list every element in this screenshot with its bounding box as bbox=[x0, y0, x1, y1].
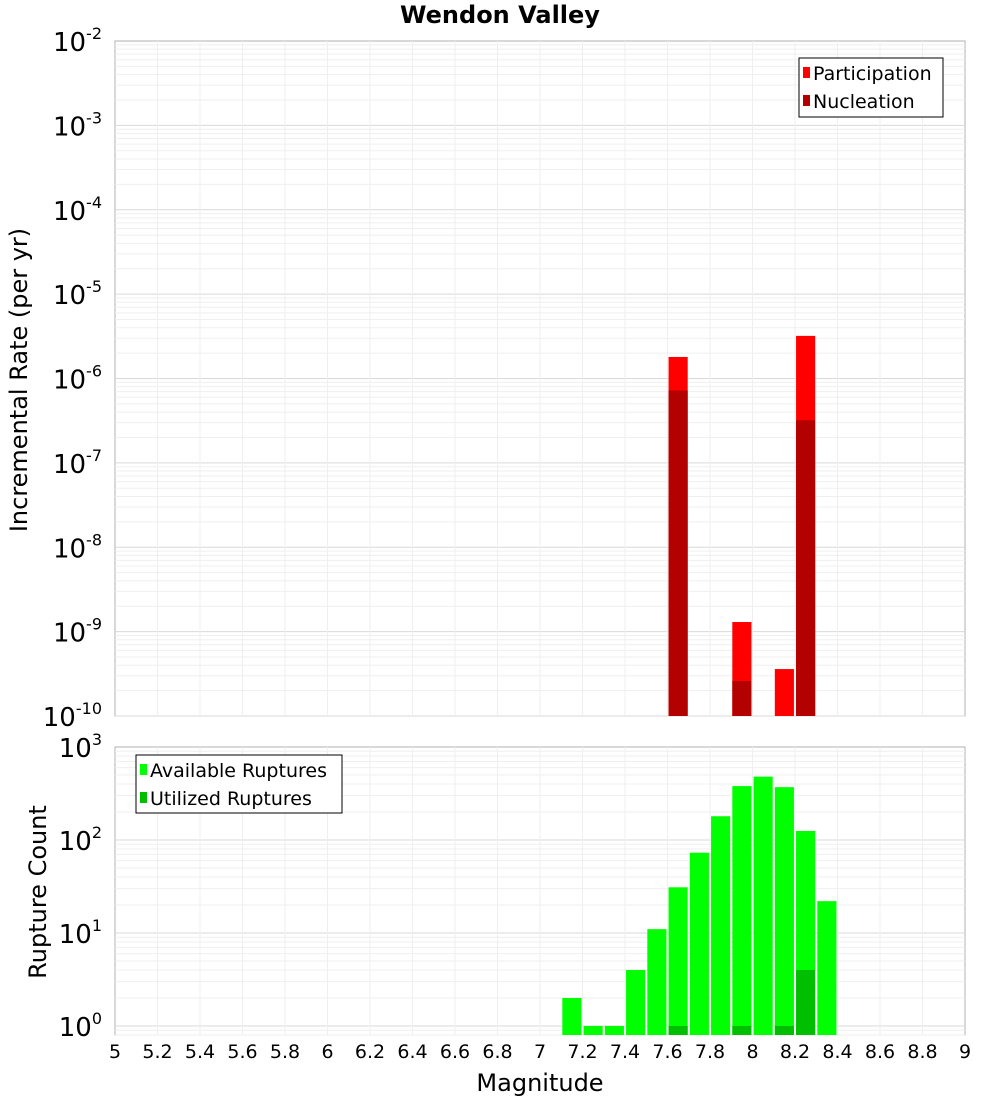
chart-title: Wendon Valley bbox=[400, 1, 600, 29]
x-tick-label: 6.8 bbox=[482, 1041, 512, 1063]
top-y-axis-label: Incremental Rate (per yr) bbox=[5, 228, 33, 532]
bot-bar-available-ruptures bbox=[562, 997, 582, 1035]
legend-swatch-utilized bbox=[140, 792, 147, 803]
top-bar-nucleation bbox=[732, 680, 752, 716]
x-tick-label: 7.8 bbox=[695, 1041, 725, 1063]
x-tick-label: 7.4 bbox=[610, 1041, 640, 1063]
bottom-y-tick-labels: 103 102 101 100 bbox=[59, 730, 102, 1043]
legend-swatch-available bbox=[140, 764, 147, 775]
bottom-panel: 103 102 101 100 5 5.2 5.4 5.6 5.8 6 6.2 6.4 6.6 6.8 7… bbox=[24, 730, 971, 1097]
bot-bar-available-ruptures bbox=[626, 969, 646, 1035]
top-y-tick-label: 10-7 bbox=[53, 446, 102, 480]
top-bars bbox=[668, 335, 816, 716]
bot-bar-available-ruptures bbox=[604, 1025, 624, 1035]
bot-bar-available-ruptures bbox=[583, 1025, 603, 1035]
bot-bar-available-ruptures bbox=[668, 887, 688, 1035]
bot-bar-available-ruptures bbox=[711, 816, 731, 1035]
bot-y-tick-label: 101 bbox=[59, 916, 102, 950]
bot-bar-utilized-ruptures bbox=[732, 1025, 752, 1035]
top-y-tick-label: 10-8 bbox=[53, 530, 102, 564]
x-tick-label: 5.4 bbox=[185, 1041, 215, 1063]
bot-y-tick-label: 100 bbox=[59, 1009, 102, 1043]
top-panel: 10-2 10-3 10-4 10-5 10-6 10-7 10-8 10-9 10-10 In… bbox=[5, 24, 966, 733]
top-y-tick-label: 10-10 bbox=[43, 699, 102, 733]
x-tick-label: 6.4 bbox=[397, 1041, 427, 1063]
x-tick-label: 5.8 bbox=[270, 1041, 300, 1063]
x-tick-label: 8.2 bbox=[780, 1041, 810, 1063]
top-y-tick-label: 10-5 bbox=[53, 277, 102, 311]
legend-label-participation: Participation bbox=[813, 63, 932, 85]
bot-bar-utilized-ruptures bbox=[796, 969, 816, 1035]
top-bar-nucleation bbox=[796, 420, 816, 716]
top-y-tick-label: 10-2 bbox=[53, 24, 102, 58]
x-tick-label: 9 bbox=[959, 1041, 971, 1063]
bot-bar-available-ruptures bbox=[817, 901, 837, 1035]
x-tick-label: 5.6 bbox=[227, 1041, 257, 1063]
x-tick-label: 8.4 bbox=[822, 1041, 852, 1063]
x-tick-labels: 5 5.2 5.4 5.6 5.8 6 6.2 6.4 6.6 6.8 7 7.2 7.4 7.6 7.8 8… bbox=[109, 1041, 971, 1063]
bot-y-tick-label: 103 bbox=[59, 730, 102, 764]
bot-bar-utilized-ruptures bbox=[774, 1025, 794, 1035]
x-tick-label: 8.8 bbox=[907, 1041, 937, 1063]
x-tick-label: 7.6 bbox=[652, 1041, 682, 1063]
legend-label-utilized: Utilized Ruptures bbox=[150, 788, 312, 810]
bot-bar-available-ruptures bbox=[647, 929, 667, 1035]
top-y-tick-label: 10-9 bbox=[53, 615, 102, 649]
x-tick-label: 8.6 bbox=[865, 1041, 895, 1063]
bot-bar-utilized-ruptures bbox=[668, 1025, 688, 1035]
legend-swatch-nucleation bbox=[803, 95, 810, 106]
top-bar-participation bbox=[774, 669, 794, 716]
legend-swatch-participation bbox=[803, 67, 810, 78]
bot-bar-available-ruptures bbox=[774, 787, 794, 1035]
x-tick-label: 7.2 bbox=[567, 1041, 597, 1063]
x-tick-label: 6.2 bbox=[355, 1041, 385, 1063]
x-tick-label: 7 bbox=[534, 1041, 546, 1063]
top-y-tick-label: 10-3 bbox=[53, 108, 102, 142]
x-tick-label: 6.6 bbox=[440, 1041, 470, 1063]
top-legend: Participation Nucleation bbox=[798, 57, 944, 118]
bot-bar-available-ruptures bbox=[689, 852, 709, 1035]
x-tick-label: 5 bbox=[109, 1041, 121, 1063]
top-y-tick-label: 10-6 bbox=[53, 362, 102, 396]
bottom-y-axis-label: Rupture Count bbox=[24, 805, 52, 979]
x-axis-label: Magnitude bbox=[476, 1069, 603, 1097]
bottom-legend: Available Ruptures Utilized Ruptures bbox=[135, 754, 343, 814]
bot-bar-available-ruptures bbox=[753, 776, 773, 1035]
bot-bar-available-ruptures bbox=[732, 786, 752, 1035]
top-grid bbox=[115, 41, 965, 717]
bottom-legend-box bbox=[135, 754, 343, 814]
top-y-tick-labels: 10-2 10-3 10-4 10-5 10-6 10-7 10-8 10-9 10-10 bbox=[43, 24, 102, 733]
top-y-tick-label: 10-4 bbox=[53, 193, 102, 227]
top-bar-nucleation bbox=[668, 390, 688, 716]
bottom-bars bbox=[562, 776, 837, 1035]
x-tick-label: 8 bbox=[746, 1041, 758, 1063]
x-tick-label: 6 bbox=[321, 1041, 333, 1063]
legend-label-nucleation: Nucleation bbox=[813, 91, 915, 113]
top-legend-box bbox=[798, 57, 944, 118]
legend-label-available: Available Ruptures bbox=[150, 760, 327, 782]
bot-y-tick-label: 102 bbox=[59, 823, 102, 857]
x-tick-label: 5.2 bbox=[142, 1041, 172, 1063]
